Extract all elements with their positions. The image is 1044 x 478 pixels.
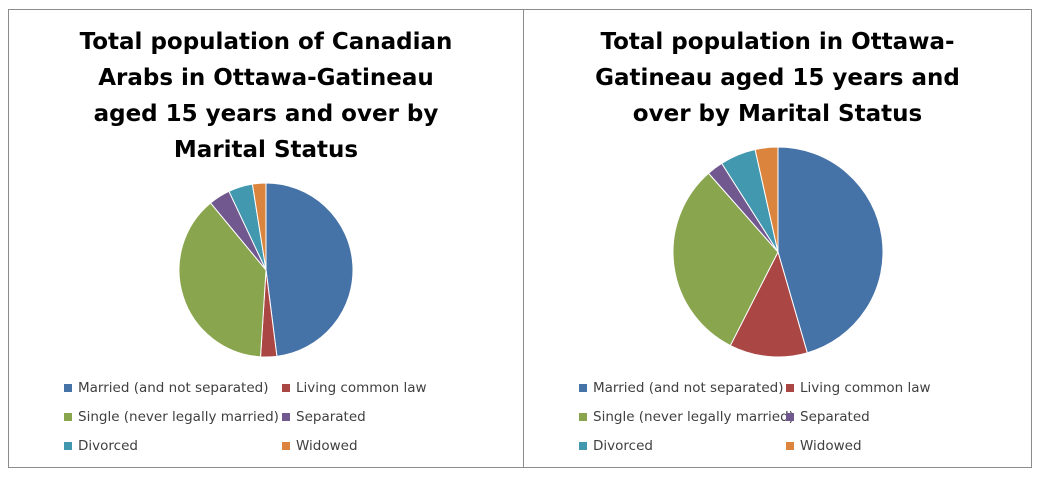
legend-item: Separated [786,409,870,425]
legend-label: Widowed [800,438,862,454]
legend-label: Single (never legally married) [78,409,279,425]
legend-label: Separated [296,409,366,425]
pie-slice-widowed [251,182,267,271]
chart-title: Total population of Canadian Arabs in Ot… [79,29,453,163]
legend-label: Widowed [296,438,358,454]
legend-swatch [579,384,587,392]
pie-slice-widowed [754,146,779,253]
legend-label: Living common law [296,380,427,396]
legend-item: Divorced [64,438,138,454]
legend-swatch [64,442,72,450]
legend-swatch [64,413,72,421]
legend-label: Divorced [593,438,653,454]
legend-item: Married (and not separated) [579,380,784,396]
legend-label: Living common law [800,380,931,396]
legend-item: Separated [282,409,366,425]
legend-item: Married (and not separated) [64,380,269,396]
legend-label: Single (never legally married) [593,409,794,425]
legend-label: Married (and not separated) [78,380,269,396]
pie-slice-married-and-not-separated [265,182,354,357]
legend-swatch [579,442,587,450]
legend-swatch [282,442,290,450]
legend-item: Single (never legally married) [64,409,279,425]
legend-label: Married (and not separated) [593,380,784,396]
pie-slice-living-common-law [729,250,808,358]
legend-item: Widowed [282,438,358,454]
pie-slice-married-and-not-separated [777,146,884,354]
legend-item: Divorced [579,438,653,454]
chart-panel-total: Total population in Ottawa-Gatineau aged… [523,9,1032,468]
legend-swatch [282,384,290,392]
chart-title: Total population in Ottawa-Gatineau aged… [595,29,960,127]
legend-swatch [64,384,72,392]
pie-chart-total [672,146,884,358]
legend-label: Divorced [78,438,138,454]
pie-slice-single-never-legally-married [178,202,267,358]
legend-swatch [786,413,794,421]
chart-panel-arabs: Total population of Canadian Arabs in Ot… [8,9,524,468]
legend-item: Single (never legally married) [579,409,794,425]
legend-swatch [579,413,587,421]
legend-swatch [786,442,794,450]
pie-slice-single-never-legally-married [672,172,779,347]
pie-chart-arabs [178,182,354,358]
legend-item: Living common law [786,380,931,396]
legend-swatch [282,413,290,421]
legend-item: Widowed [786,438,862,454]
legend-swatch [786,384,794,392]
legend-label: Separated [800,409,870,425]
legend-item: Living common law [282,380,427,396]
